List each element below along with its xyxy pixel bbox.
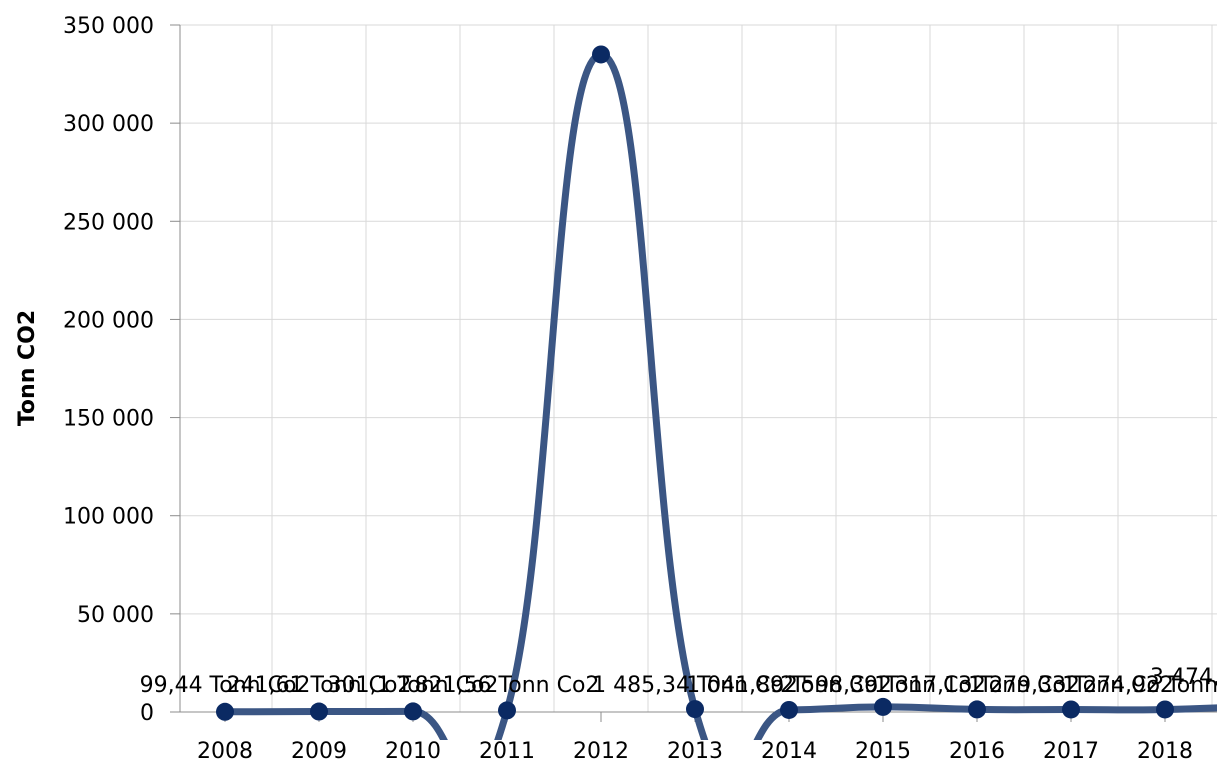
series-line [221,50,1217,740]
x-tick-label: 2016 [949,739,1005,760]
y-tick-label: 50 000 [77,603,154,628]
x-tick-label: 2015 [855,739,911,760]
axes [170,24,1217,722]
y-tick-label: 100 000 [63,505,154,530]
x-tick-labels: 2008 2009 2010 2011 2012 2013 2014 2015 2016 2017… [197,739,1193,760]
data-point-2012[interactable] [592,45,610,64]
x-tick-label: 2009 [291,739,347,760]
data-label-trailing: 3 474, [1150,665,1217,690]
x-tick-label: 2017 [1043,739,1099,760]
grid [180,24,1217,712]
y-tick-labels: 0 50 000 100 000 150 000 200 000 250 000 300 0… [63,14,154,726]
x-tick-label: 2014 [761,739,817,760]
data-label-2011: 821,56 Tonn Co2 [415,673,600,698]
data-point-2011[interactable] [498,701,516,720]
data-label-2018: 1 274,92 Tonn Co2 [1062,673,1217,698]
y-tick-label: 250 000 [63,210,154,235]
data-point-2008[interactable] [216,702,234,721]
y-tick-label: 300 000 [63,112,154,137]
data-point-2017[interactable] [1062,700,1080,719]
data-point-2014[interactable] [780,700,798,719]
y-tick-label: 0 [140,701,154,726]
y-axis-title: Tonn CO2 [15,310,40,426]
data-label-2017: 1 279,33 Tonn Co2 [968,673,1174,698]
data-point-2010[interactable] [404,702,422,721]
data-label-2014: 1 041,89 Tonn Co2 [686,673,892,698]
data-point-2009[interactable] [310,702,328,721]
data-point-2018[interactable] [1156,700,1174,719]
y-tick-label: 200 000 [63,308,154,333]
data-label-2016: 1 317,13 Tonn Co2 [874,673,1080,698]
data-label-2015: 2 598,39 Tonn Co2 [780,673,986,698]
data-label-2009: 241,61 Tonn Co2 [227,673,412,698]
data-point-2013[interactable] [686,700,704,719]
x-tick-label: 2008 [197,739,253,760]
x-tick-label: 2011 [479,739,535,760]
data-point-2015[interactable] [874,697,892,716]
data-point-2016[interactable] [968,700,986,719]
data-points [216,45,1174,721]
x-tick-label: 2012 [573,739,629,760]
y-tick-label: 150 000 [63,407,154,432]
data-label-2008: 99,44 Tonn Co2 [140,673,311,698]
x-tick-label: 2013 [667,739,723,760]
x-tick-label: 2010 [385,739,441,760]
data-label-2013: 1 485,34 Tonn Co2 [592,673,798,698]
x-tick-label: 2018 [1137,739,1193,760]
y-tick-label: 350 000 [63,14,154,39]
data-label-2010: 301,1 Tonn Co2 [328,673,499,698]
